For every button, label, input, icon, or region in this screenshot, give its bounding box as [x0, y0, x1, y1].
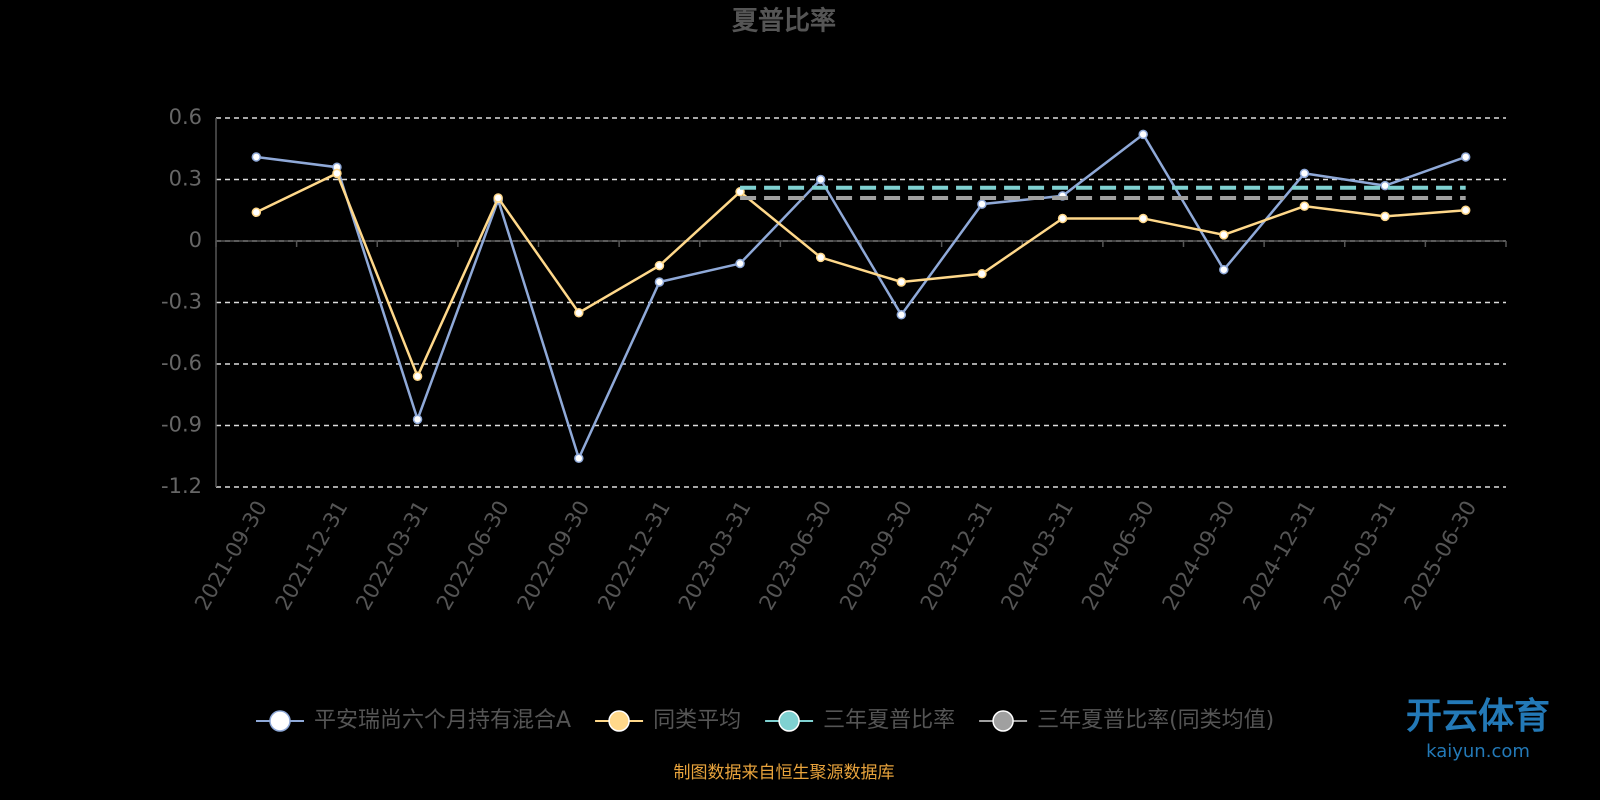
x-tick-label: 2022-06-30: [432, 497, 514, 615]
source-note: 制图数据来自恒生聚源数据库: [674, 763, 895, 783]
x-tick-label: 2024-06-30: [1077, 497, 1159, 615]
data-point: [815, 252, 826, 263]
x-tick-label: 2024-03-31: [996, 497, 1078, 615]
data-point: [412, 414, 423, 425]
data-point: [654, 277, 665, 287]
legend-item: 平安瑞尚六个月持有混合A: [256, 708, 571, 733]
series-line: [255, 171, 1466, 380]
data-point: [815, 174, 826, 185]
data-point: [896, 310, 907, 320]
series-line: [256, 132, 1467, 462]
data-point: [574, 308, 584, 318]
data-point: [1138, 129, 1148, 140]
x-tick-label: 2023-06-30: [754, 497, 836, 615]
data-point: [251, 152, 262, 162]
data-point: [1219, 230, 1229, 240]
data-point: [735, 258, 745, 269]
legend-label: 三年夏普比率: [823, 708, 955, 733]
data-point: [1219, 264, 1229, 275]
data-point: [1299, 168, 1310, 179]
legend-marker: [608, 710, 630, 732]
x-tick-label: 2022-09-30: [513, 497, 595, 615]
data-point: [412, 371, 423, 382]
data-point: [1057, 213, 1068, 224]
x-tick-label: 2024-09-30: [1158, 497, 1240, 615]
legend-label: 同类平均: [653, 708, 741, 733]
chart-title: 夏普比率: [732, 6, 836, 37]
x-tick-label: 2022-12-31: [593, 497, 675, 615]
y-tick-label: -1.2: [161, 474, 202, 498]
data-point: [493, 193, 503, 203]
legend-item: 三年夏普比率: [765, 708, 955, 733]
data-point: [1460, 152, 1471, 162]
data-point: [332, 168, 342, 179]
data-point: [1380, 180, 1390, 191]
y-tick-label: -0.9: [161, 413, 202, 437]
y-tick-label: 0.3: [169, 167, 202, 191]
data-point: [574, 453, 584, 464]
y-tick-label: 0.6: [169, 105, 202, 129]
x-tick-label: 2024-12-31: [1238, 497, 1320, 615]
y-tick-label: -0.3: [161, 290, 202, 314]
data-point: [1299, 201, 1310, 211]
data-point: [654, 260, 665, 271]
data-point: [896, 277, 907, 287]
data-point: [1460, 205, 1471, 215]
data-point: [1380, 211, 1390, 222]
y-tick-label: -0.6: [161, 351, 202, 375]
legend-label: 平安瑞尚六个月持有混合A: [314, 708, 571, 733]
watermark-title: 开云体育: [1406, 696, 1550, 737]
legend-item: 三年夏普比率(同类均值): [979, 708, 1274, 733]
data-point: [1138, 213, 1148, 224]
x-tick-label: 2023-09-30: [835, 497, 917, 615]
legend-item: 同类平均: [595, 708, 741, 733]
data-point: [977, 269, 987, 279]
legend-marker: [992, 710, 1014, 732]
watermark-subtitle: kaiyun.com: [1426, 741, 1530, 762]
x-tick-label: 2022-03-31: [351, 497, 433, 615]
x-tick-label: 2021-12-31: [271, 497, 353, 615]
x-tick-label: 2025-03-31: [1319, 497, 1401, 615]
legend-marker: [778, 710, 800, 732]
legend-marker: [269, 710, 291, 732]
x-tick-label: 2023-12-31: [916, 497, 998, 615]
data-point: [977, 199, 987, 209]
x-tick-label: 2023-03-31: [674, 497, 756, 615]
x-tick-label: 2021-09-30: [190, 497, 272, 615]
y-tick-label: 0: [189, 228, 202, 252]
x-tick-label: 2025-06-30: [1399, 497, 1481, 615]
data-point: [251, 207, 262, 218]
legend-label: 三年夏普比率(同类均值): [1037, 708, 1274, 733]
